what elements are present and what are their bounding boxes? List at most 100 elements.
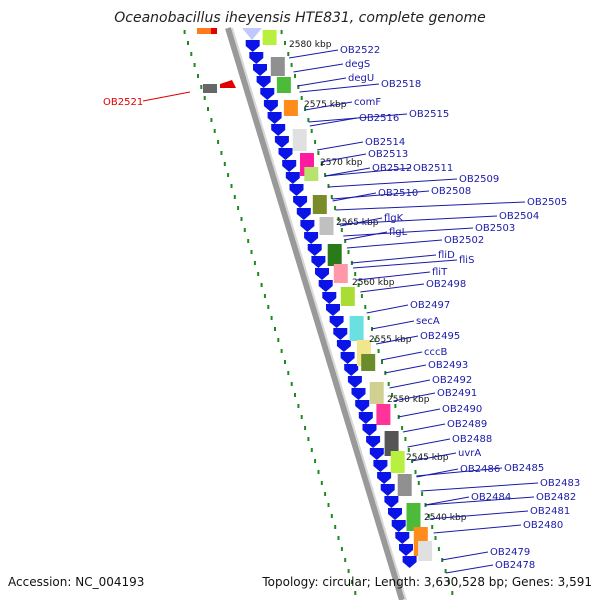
track-dot [404, 437, 407, 441]
gene-label[interactable]: secA [416, 316, 440, 327]
track-dot [327, 184, 330, 188]
track-dot [314, 459, 317, 463]
gene-leader-line [433, 524, 522, 534]
gene-leader-line [425, 496, 470, 506]
track-dot [334, 206, 337, 210]
gene-label[interactable]: OB2489 [447, 419, 487, 430]
gene-label[interactable]: OB2497 [410, 300, 450, 311]
gene-leader-line [445, 564, 494, 574]
gene-label[interactable]: OB2512 [372, 163, 412, 174]
gene-arrow [274, 136, 289, 148]
gene-leader-line [343, 227, 474, 237]
gene-block [270, 57, 285, 76]
gene-label[interactable]: OB2503 [475, 223, 515, 234]
gene-label[interactable]: OB2498 [426, 279, 466, 290]
track-dot [300, 96, 303, 100]
gene-label[interactable]: fliT [432, 267, 448, 278]
track-dot [210, 118, 213, 122]
gene-label[interactable]: OB2481 [530, 506, 570, 517]
gene-label[interactable]: degU [348, 73, 374, 84]
gene-arrow [318, 280, 333, 292]
track-dot [337, 536, 340, 540]
gene-leader-line [376, 335, 419, 345]
highlight-gene-label[interactable]: OB2521 [103, 97, 143, 108]
gene-label[interactable]: OB2484 [471, 492, 511, 503]
gene-label[interactable]: cccB [424, 347, 447, 358]
gene-label[interactable]: OB2514 [365, 137, 405, 148]
gene-label[interactable]: OB2483 [540, 478, 580, 489]
gene-leader-line [352, 259, 458, 269]
gene-arrow [340, 352, 355, 364]
gene-leader-line [299, 83, 380, 93]
gene-leader-line [346, 239, 443, 249]
gene-label[interactable]: fliS [459, 255, 474, 266]
gene-label[interactable]: flgK [384, 213, 404, 224]
gene-label[interactable]: uvrA [458, 448, 481, 459]
gene-label[interactable]: degS [345, 59, 370, 70]
gene-label[interactable]: OB2490 [442, 404, 482, 415]
gene-arrow [304, 232, 319, 244]
gene-label[interactable]: OB2516 [359, 113, 399, 124]
gene-leader-line [304, 101, 353, 111]
gene-leader-line [384, 364, 427, 374]
gene-arrow [300, 220, 315, 232]
gene-label[interactable]: OB2518 [381, 79, 421, 90]
gene-leader-line [335, 201, 526, 211]
gene-label[interactable]: OB2502 [444, 235, 484, 246]
track-dot [447, 580, 450, 584]
track-dot [297, 404, 300, 408]
gene-leader-line [398, 408, 441, 418]
gene-block [349, 316, 364, 341]
gene-label[interactable]: OB2492 [432, 375, 472, 386]
kbp-label: 2570 kbp [320, 158, 363, 168]
track-dot [307, 118, 310, 122]
gene-leader-line [366, 304, 409, 314]
track-dot [401, 426, 404, 430]
gene-label[interactable]: OB2485 [504, 463, 544, 474]
gene-leader-line [320, 153, 367, 163]
gene-leader-line [328, 178, 458, 188]
gene-leader-line [317, 141, 364, 151]
gene-label[interactable]: OB2480 [523, 520, 563, 531]
track-dot [354, 591, 357, 595]
gene-label[interactable]: comF [354, 97, 381, 108]
gene-label[interactable]: OB2505 [527, 197, 567, 208]
gene-arrow [267, 112, 282, 124]
gene-label[interactable]: OB2488 [452, 434, 492, 445]
gene-label[interactable]: OB2495 [420, 331, 460, 342]
track-dot [300, 415, 303, 419]
top-cap [242, 28, 262, 40]
gene-label[interactable]: OB2522 [340, 45, 380, 56]
gene-label[interactable]: OB2508 [431, 186, 471, 197]
gene-arrow [344, 364, 359, 376]
gene-arrow [260, 88, 275, 100]
gene-label[interactable]: OB2504 [499, 211, 539, 222]
gene-label[interactable]: OB2513 [368, 149, 408, 160]
track-dot [421, 492, 424, 496]
gene-arrow [253, 64, 267, 76]
gene-label[interactable]: OB2511 [413, 163, 453, 174]
gene-label[interactable]: OB2509 [459, 174, 499, 185]
track-dot [284, 41, 286, 45]
track-dot [284, 360, 286, 364]
gene-arrow [347, 376, 362, 388]
gene-arrow [388, 508, 402, 520]
gene-label[interactable]: flgL [389, 227, 408, 238]
gene-arrow [402, 556, 417, 568]
gene-label[interactable]: fliD [438, 250, 455, 261]
gene-leader-line [360, 283, 425, 293]
gene-arrow [333, 328, 348, 340]
gene-label[interactable]: OB2479 [490, 547, 530, 558]
gene-label[interactable]: OB2510 [378, 188, 418, 199]
gene-label[interactable]: OB2493 [428, 360, 468, 371]
track-dot [354, 272, 357, 276]
gene-label[interactable]: OB2478 [495, 560, 535, 571]
gene-label[interactable]: OB2515 [409, 109, 449, 120]
track-dot [277, 338, 280, 342]
gene-label[interactable]: OB2486 [460, 464, 500, 475]
gene-leader-line [371, 320, 415, 330]
track-dot [310, 129, 313, 133]
gene-label[interactable]: OB2491 [437, 388, 477, 399]
gene-label[interactable]: OB2482 [536, 492, 576, 503]
gene-block [361, 354, 376, 371]
